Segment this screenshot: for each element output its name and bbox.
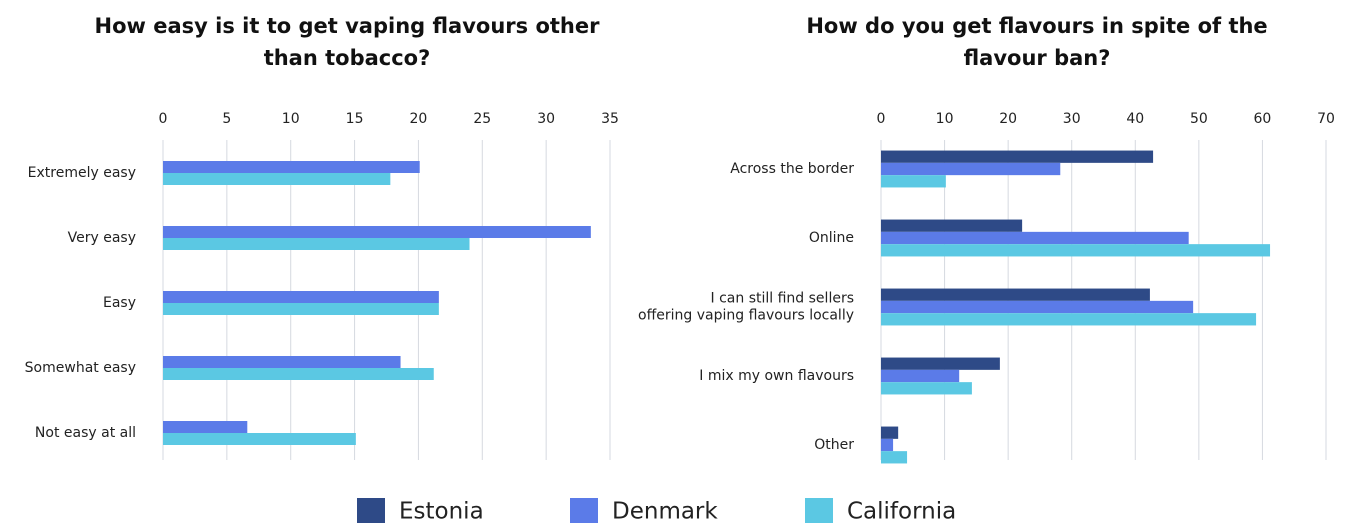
legend-swatch	[805, 498, 833, 523]
bar	[881, 231, 1189, 245]
y-tick-label: Online	[809, 230, 854, 246]
chart-title: How easy is it to get vaping flavours ot…	[94, 14, 600, 70]
y-tick-label: Extremely easy	[28, 165, 136, 181]
bar	[881, 244, 1271, 257]
bar	[881, 300, 1194, 314]
y-tick-label: Not easy at all	[35, 425, 136, 441]
bar	[881, 451, 908, 464]
x-tick-label: 40	[1126, 111, 1144, 127]
bar	[881, 175, 946, 188]
x-tick-label: 60	[1254, 111, 1272, 127]
bar	[881, 357, 1000, 370]
x-tick-label: 10	[936, 111, 954, 127]
bar	[881, 150, 1154, 163]
bar	[881, 426, 899, 439]
bar	[163, 368, 434, 380]
legend: Estonia Denmark California	[357, 498, 956, 523]
x-tick-label: 50	[1190, 111, 1208, 127]
x-tick-label: 25	[473, 111, 491, 127]
x-tick-label: 35	[601, 111, 619, 127]
legend-label: Estonia	[399, 499, 484, 523]
legend-swatch	[570, 498, 598, 523]
bar	[163, 226, 591, 238]
y-tick-label: Easy	[103, 295, 136, 311]
x-tick-label: 5	[222, 111, 231, 127]
bar	[881, 438, 894, 452]
y-tick-label: I can still find sellers offering vaping …	[638, 291, 854, 324]
x-tick-label: 30	[537, 111, 555, 127]
bar	[881, 382, 972, 395]
legend-swatch	[357, 498, 385, 523]
x-tick-label: 70	[1317, 111, 1335, 127]
y-tick-label: Very easy	[68, 230, 136, 246]
y-tick-label: Across the border	[730, 161, 854, 177]
bar	[163, 173, 391, 185]
y-tick-label: I mix my own flavours	[699, 368, 854, 384]
legend-label: California	[847, 499, 956, 523]
legend-label: Denmark	[612, 499, 718, 523]
bar	[881, 369, 960, 383]
x-tick-label: 20	[999, 111, 1017, 127]
x-tick-label: 0	[159, 111, 168, 127]
x-tick-label: 20	[410, 111, 428, 127]
x-tick-label: 10	[282, 111, 300, 127]
chart-title: How do you get flavours in spite of the …	[806, 14, 1268, 70]
bar	[881, 219, 1023, 232]
bar	[163, 238, 470, 250]
bar	[163, 356, 401, 368]
y-tick-label: Somewhat easy	[25, 360, 136, 376]
bar	[163, 161, 420, 173]
bar	[163, 303, 439, 315]
x-tick-label: 0	[877, 111, 886, 127]
x-tick-label: 30	[1063, 111, 1081, 127]
x-tick-label: 15	[346, 111, 364, 127]
bar	[163, 421, 248, 433]
bar	[881, 313, 1257, 326]
bar	[881, 162, 1061, 176]
bar	[881, 288, 1150, 301]
y-tick-label: Other	[814, 437, 854, 453]
bar	[163, 291, 439, 303]
bar	[163, 433, 356, 445]
